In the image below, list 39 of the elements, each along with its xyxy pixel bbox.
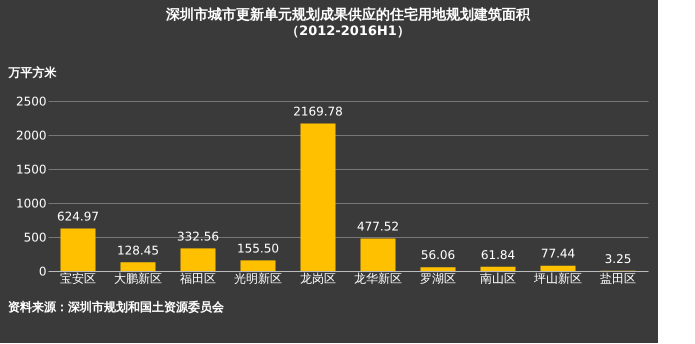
y-tick-label: 1000: [16, 196, 46, 210]
bar: [180, 248, 216, 271]
data-label: 155.50: [237, 241, 279, 256]
bar: [120, 262, 156, 271]
bar: [420, 267, 456, 271]
text: 资料来源：深圳市规划和国土资源委员会: [8, 300, 225, 314]
data-label: 3.25: [604, 252, 632, 266]
bar: [540, 266, 576, 271]
y-tick-label: 500: [24, 230, 46, 244]
data-label: 477.52: [357, 220, 399, 234]
x-tick-label: 龙岗区: [300, 272, 336, 286]
bar: [240, 260, 276, 271]
data-label: 61.84: [480, 248, 516, 262]
y-axis-title: 万平方米: [8, 66, 58, 80]
x-tick-label: 宝安区: [60, 272, 96, 286]
x-tick-label: 大鹏新区: [114, 272, 162, 286]
data-label: 624.97: [57, 210, 99, 224]
data-label: 77.44: [540, 246, 576, 261]
x-tick-label: 南山区: [480, 272, 516, 286]
data-label: 128.45: [117, 243, 159, 258]
bar: [60, 228, 96, 271]
x-tick-label: 龙华新区: [354, 272, 402, 286]
bar: [480, 266, 516, 271]
y-tick-label: 2000: [16, 128, 46, 142]
data-label: 332.56: [177, 229, 219, 244]
bar: [300, 123, 336, 271]
data-label: 2169.78: [293, 104, 343, 118]
chart-title: 深圳市城市更新单元规划成果供应的住宅用地规划建筑面积: [165, 6, 531, 23]
data-label: 56.06: [420, 248, 456, 262]
x-tick-label: 罗湖区: [420, 272, 456, 286]
x-tick-label: 盐田区: [600, 272, 636, 286]
x-tick-label: 坪山新区: [533, 272, 582, 286]
y-tick-label: 2500: [16, 94, 46, 108]
chart-subtitle: （2012-2016H1）: [286, 24, 410, 39]
y-tick-label: 1500: [16, 162, 46, 176]
x-tick-label: 光明新区: [234, 272, 282, 286]
x-tick-label: 福田区: [180, 272, 216, 286]
bar: [360, 238, 396, 271]
y-tick-label: 0: [38, 264, 46, 278]
